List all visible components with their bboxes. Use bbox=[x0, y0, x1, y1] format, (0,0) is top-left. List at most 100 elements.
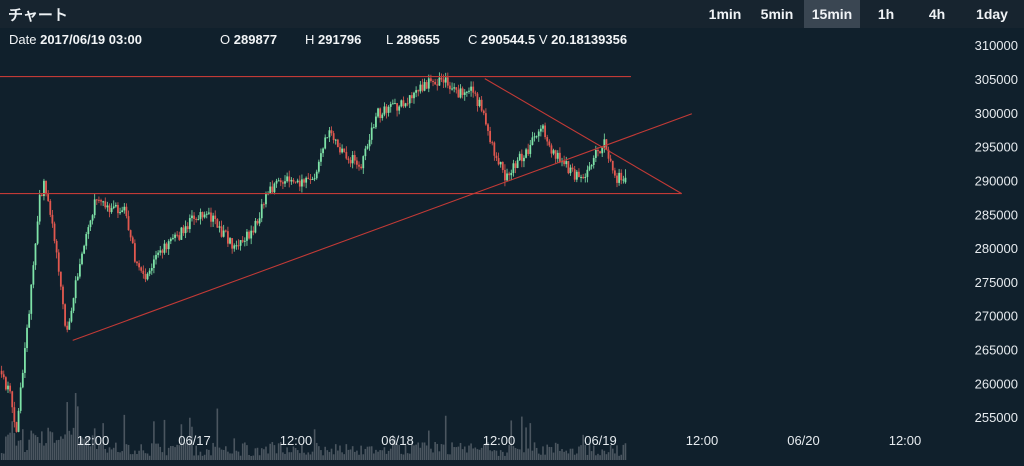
volume-bar bbox=[525, 427, 527, 460]
timeframe-15min[interactable]: 15min bbox=[804, 0, 860, 28]
candle-body bbox=[573, 169, 576, 180]
candle-body bbox=[136, 261, 138, 264]
candle-body bbox=[396, 103, 398, 111]
volume-bar bbox=[51, 432, 54, 460]
volume-bar bbox=[442, 444, 445, 460]
volume-bar bbox=[184, 442, 187, 460]
candle-body bbox=[417, 90, 420, 92]
candle-body bbox=[476, 93, 479, 107]
volume-bar bbox=[430, 448, 432, 460]
info-volume-value: 20.18139356 bbox=[551, 32, 628, 47]
volume-bar bbox=[502, 451, 504, 460]
candle-body bbox=[199, 211, 202, 220]
volume-bar bbox=[148, 455, 151, 460]
candle-body bbox=[444, 77, 447, 83]
volume-bar bbox=[273, 445, 276, 460]
candle-body bbox=[607, 149, 610, 159]
volume-bar bbox=[83, 438, 85, 460]
volume-bar bbox=[394, 437, 396, 460]
candle-body bbox=[453, 87, 456, 89]
volume-bar bbox=[491, 451, 494, 460]
volume-bar bbox=[279, 442, 282, 460]
volume-bar bbox=[237, 451, 240, 460]
x-tick-label: 12:00 bbox=[889, 433, 922, 448]
candle-body bbox=[30, 284, 33, 314]
timeframe-1day[interactable]: 1day bbox=[976, 6, 1008, 22]
volume-bar bbox=[60, 436, 62, 460]
candle-body bbox=[258, 218, 261, 224]
candle-body bbox=[504, 169, 506, 181]
candle-body bbox=[440, 77, 443, 80]
candle-body bbox=[201, 211, 204, 218]
volume-bar bbox=[578, 446, 580, 460]
volume-bar bbox=[419, 447, 422, 460]
volume-bar bbox=[119, 452, 121, 460]
volume-bar bbox=[337, 450, 339, 460]
candle-body bbox=[165, 243, 168, 250]
volume-bar bbox=[180, 424, 183, 460]
volume-bar bbox=[584, 445, 587, 460]
candle-body bbox=[322, 148, 324, 154]
volume-bar bbox=[309, 454, 312, 460]
y-axis: 310000 305000 300000 295000 290000 285000 2800… bbox=[975, 38, 1018, 425]
candle-body bbox=[36, 221, 39, 244]
volume-bar bbox=[495, 450, 498, 460]
volume-bar bbox=[624, 443, 627, 460]
candle-body bbox=[91, 215, 94, 221]
volume-bar bbox=[556, 443, 559, 460]
volume-bar bbox=[521, 416, 523, 460]
volume-bar bbox=[377, 451, 379, 460]
volume-bar bbox=[590, 451, 593, 460]
candle-body bbox=[372, 127, 375, 129]
candle-body bbox=[592, 157, 595, 165]
timeframe-5min[interactable]: 5min bbox=[760, 6, 794, 22]
candle-body bbox=[514, 163, 517, 168]
timeframe-1min[interactable]: 1min bbox=[708, 6, 742, 22]
timeframe-1h[interactable]: 1h bbox=[877, 6, 895, 22]
candle-body bbox=[317, 161, 320, 172]
volume-bar bbox=[70, 434, 73, 460]
candle-body bbox=[68, 321, 71, 330]
volume-bar bbox=[341, 452, 343, 460]
candle-body bbox=[309, 179, 312, 181]
candle-body bbox=[436, 84, 439, 86]
candle-body bbox=[277, 180, 280, 182]
candle-body bbox=[366, 146, 369, 149]
candle-body bbox=[457, 89, 460, 98]
candle-body bbox=[292, 179, 295, 182]
volume-bar bbox=[144, 453, 147, 460]
volume-bar bbox=[322, 455, 324, 460]
candle-body bbox=[389, 104, 392, 107]
volume-bar bbox=[313, 429, 316, 460]
candle-body bbox=[212, 215, 215, 222]
trendlines bbox=[0, 76, 693, 341]
candle-body bbox=[347, 158, 350, 161]
candle-body bbox=[21, 372, 24, 388]
candle-body bbox=[311, 178, 314, 180]
volume-bar bbox=[49, 431, 52, 460]
volume-bar bbox=[349, 449, 352, 460]
y-tick-label: 305000 bbox=[975, 72, 1018, 87]
candle-body bbox=[284, 181, 286, 184]
candle-body bbox=[408, 95, 411, 104]
volume-bar bbox=[383, 447, 386, 460]
timeframe-4h[interactable]: 4h bbox=[928, 6, 946, 22]
candle-body bbox=[459, 88, 462, 98]
volume-bar bbox=[150, 443, 153, 460]
volume-bar bbox=[567, 453, 570, 460]
volume-bar bbox=[432, 452, 434, 460]
volume-bar bbox=[411, 442, 413, 460]
volume-bar bbox=[351, 446, 354, 460]
candle-body bbox=[184, 226, 187, 234]
candle-body bbox=[119, 212, 121, 214]
candle-body bbox=[410, 95, 413, 99]
candle-body bbox=[609, 158, 612, 161]
candle-body bbox=[385, 106, 388, 113]
volume-bar bbox=[203, 454, 206, 460]
candle-body bbox=[78, 264, 81, 277]
volume-bar bbox=[440, 444, 443, 460]
candle-body bbox=[343, 148, 346, 152]
volume-bar bbox=[74, 393, 77, 460]
candle-body bbox=[15, 422, 18, 432]
